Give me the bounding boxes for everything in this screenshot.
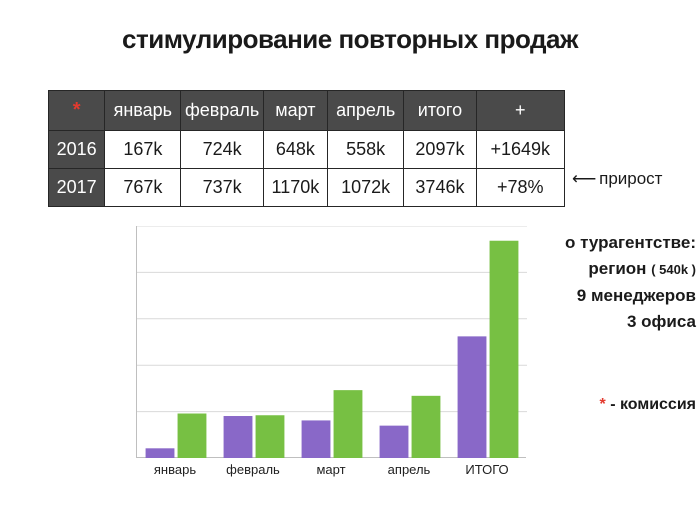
cell: 648k	[263, 131, 327, 169]
growth-label: прирост	[599, 169, 662, 188]
info-line1: о турагентстве:	[556, 230, 696, 256]
footnote-text: - комиссия	[606, 396, 696, 413]
cell: 558k	[328, 131, 404, 169]
info-line2: регион ( 540k )	[556, 256, 696, 282]
cell: 3746k	[404, 169, 476, 207]
cell: 2097k	[404, 131, 476, 169]
bar	[146, 448, 175, 458]
bar	[302, 420, 331, 458]
cell: 1072k	[328, 169, 404, 207]
bar	[458, 336, 487, 458]
x-axis-label: март	[316, 462, 345, 477]
row-head-2017: 2017	[49, 169, 105, 207]
x-axis-label: январь	[154, 462, 196, 477]
table-col-plus: +	[476, 91, 564, 131]
bar	[412, 396, 441, 458]
bar	[256, 415, 285, 458]
info-line2-detail: ( 540k )	[651, 262, 696, 277]
cell: 767k	[105, 169, 181, 207]
footnote: * - комиссия	[556, 396, 696, 414]
arrow-left-icon: ⟵	[572, 169, 594, 188]
chart-x-labels: январь февраль март апрель ИТОГО	[136, 462, 526, 482]
cell: 737k	[181, 169, 263, 207]
table-row: 2017 767k 737k 1170k 1072k 3746k +78%	[49, 169, 565, 207]
cell: +1649k	[476, 131, 564, 169]
growth-annotation: ⟵ прирост	[572, 169, 662, 189]
bar	[178, 414, 207, 458]
agency-info: о турагентстве: регион ( 540k ) 9 менедж…	[556, 230, 696, 335]
table-row: 2016 167k 724k 648k 558k 2097k +1649k	[49, 131, 565, 169]
x-axis-label: февраль	[226, 462, 280, 477]
cell: 167k	[105, 131, 181, 169]
table-col-jan: январь	[105, 91, 181, 131]
bar	[490, 241, 519, 458]
data-table: * январь февраль март апрель итого + 201…	[48, 90, 565, 207]
info-line3: 9 менеджеров	[556, 283, 696, 309]
x-axis-label: ИТОГО	[465, 462, 508, 477]
bar-chart	[136, 226, 526, 458]
info-line2-prefix: регион	[588, 259, 646, 278]
bar	[334, 390, 363, 458]
table-col-star: *	[49, 91, 105, 131]
cell: 1170k	[263, 169, 327, 207]
cell: +78%	[476, 169, 564, 207]
row-head-2016: 2016	[49, 131, 105, 169]
chart-canvas	[137, 226, 527, 458]
bar	[224, 416, 253, 458]
cell: 724k	[181, 131, 263, 169]
table-header-row: * январь февраль март апрель итого +	[49, 91, 565, 131]
page-title: стимулирование повторных продаж	[0, 24, 700, 55]
table-col-mar: март	[263, 91, 327, 131]
table-col-apr: апрель	[328, 91, 404, 131]
bar	[380, 426, 409, 458]
table-col-total: итого	[404, 91, 476, 131]
table-col-feb: февраль	[181, 91, 263, 131]
info-line4: 3 офиса	[556, 309, 696, 335]
x-axis-label: апрель	[388, 462, 431, 477]
